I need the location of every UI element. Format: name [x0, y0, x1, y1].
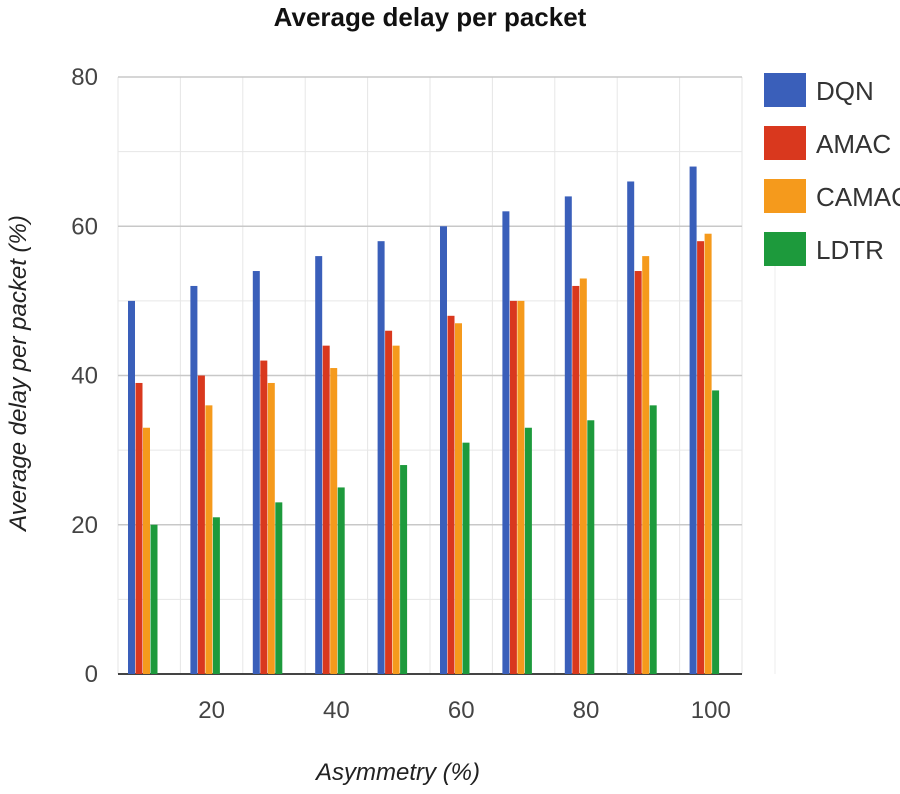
bar-ldtr: [649, 405, 657, 674]
x-tick-label: 100: [691, 697, 731, 724]
bar-ldtr: [462, 442, 470, 674]
legend-swatch-dqn: [764, 73, 806, 107]
bar-ldtr: [587, 420, 595, 674]
bar-dqn: [440, 226, 447, 674]
grid-lines: [117, 76, 776, 675]
x-tick-label: 60: [448, 697, 475, 724]
bar-dqn: [315, 256, 323, 674]
chart-title: Average delay per packet: [274, 2, 587, 32]
bar-amac: [385, 330, 393, 674]
bar-camac: [455, 323, 462, 674]
bar-amac: [572, 285, 580, 674]
bar-amac: [634, 271, 642, 674]
y-axis-ticks: 0 20 40 60 80: [71, 64, 98, 688]
x-axis-label: Asymmetry (%): [314, 759, 480, 786]
legend-swatch-amac: [764, 126, 806, 160]
bar-dqn: [252, 271, 260, 674]
x-tick-label: 20: [198, 697, 225, 724]
bar-dqn: [627, 181, 635, 674]
bar-dqn: [564, 196, 572, 674]
bar-ldtr: [337, 487, 345, 674]
bar-camac: [330, 368, 338, 674]
legend-label-amac: AMAC: [816, 129, 891, 159]
legend-swatch-ldtr: [764, 232, 806, 266]
bar-amac: [322, 345, 330, 674]
bar-amac: [697, 241, 705, 675]
y-tick-label: 40: [71, 363, 98, 390]
bar-amac: [135, 382, 143, 674]
bar-dqn: [689, 166, 697, 675]
x-tick-label: 80: [573, 697, 600, 724]
y-tick-label: 0: [85, 661, 98, 688]
legend-label-dqn: DQN: [816, 76, 874, 106]
bar-amac: [260, 360, 268, 674]
bar-camac: [704, 233, 712, 674]
bar-camac: [267, 382, 275, 674]
y-tick-label: 20: [71, 512, 98, 539]
bar-camac: [517, 300, 525, 674]
bar-camac: [205, 405, 213, 674]
bar-dqn: [128, 300, 135, 674]
legend-swatch-camac: [764, 179, 806, 213]
bar-ldtr: [275, 502, 283, 674]
bar-dqn: [377, 241, 385, 675]
bar-dqn: [190, 285, 198, 674]
x-tick-label: 40: [323, 697, 350, 724]
y-tick-label: 60: [71, 213, 98, 240]
bar-ldtr: [524, 427, 532, 674]
bar-ldtr: [712, 390, 720, 674]
bar-ldtr: [400, 465, 408, 674]
bar-camac: [642, 256, 650, 674]
bar-amac: [509, 300, 517, 674]
y-axis-label: Average delay per packet (%): [5, 215, 32, 533]
legend-label-ldtr: LDTR: [816, 235, 884, 265]
bar-camac: [392, 345, 400, 674]
bar-amac: [197, 375, 205, 674]
bar-camac: [579, 278, 587, 674]
bar-dqn: [502, 211, 510, 674]
bar-camac: [143, 427, 150, 674]
x-axis-ticks: 20 40 60 80 100: [198, 697, 731, 724]
bar-ldtr: [150, 524, 158, 674]
legend: DQN AMAC CAMAC LDTR: [764, 73, 900, 266]
bar-amac: [447, 315, 455, 674]
legend-label-camac: CAMAC: [816, 182, 900, 212]
y-tick-label: 80: [71, 64, 98, 91]
bar-ldtr: [212, 517, 220, 674]
bars: [128, 166, 720, 675]
